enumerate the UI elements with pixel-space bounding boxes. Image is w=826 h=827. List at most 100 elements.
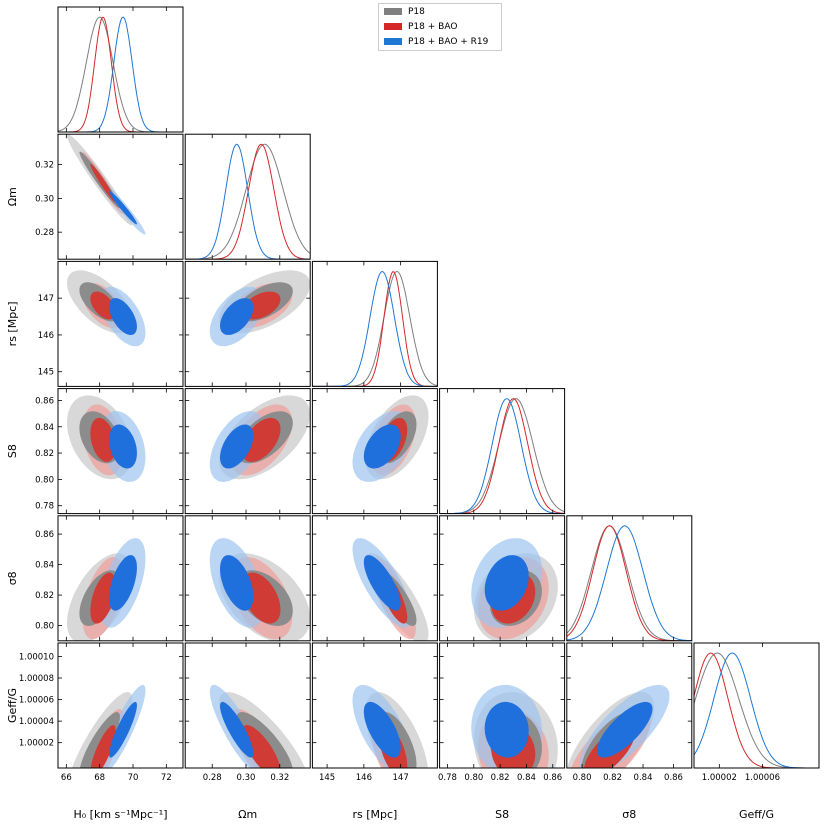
y-tick-label-geff: 1.00008 — [19, 674, 54, 684]
y-tick-label-geff: 1.00004 — [19, 717, 54, 727]
contour-inner-68-s8-h0-series-1 — [90, 417, 116, 462]
panel-rs-vs-om — [184, 260, 311, 387]
legend-item-p18-bao: P18 + BAO — [384, 21, 501, 34]
legend-swatch-p18-bao-r19 — [384, 38, 402, 45]
panel-contents — [209, 270, 311, 347]
marginal-curve-s8-series-2 — [439, 398, 565, 514]
panel-frame — [57, 388, 184, 515]
marginal-curve-om-series-2 — [185, 143, 311, 260]
panel-contents — [58, 16, 183, 132]
y-tick-label-rs: 145 — [38, 368, 54, 378]
x-tick-label-om: 0.28 — [203, 773, 222, 783]
panel-sigma8-vs-rs — [311, 515, 438, 642]
x-tick-label-s8: 0.84 — [517, 773, 536, 783]
panel-frame — [693, 642, 820, 769]
x-axis-label-h0: H₀ [km s⁻¹Mpc⁻¹] — [73, 808, 167, 821]
y-tick-label-geff: 1.00002 — [19, 739, 54, 749]
panel-contents — [209, 395, 311, 482]
x-tick-label-sigma8: 0.82 — [603, 773, 622, 783]
panel-contents — [67, 395, 146, 482]
legend: P18 P18 + BAO P18 + BAO + R19 — [378, 3, 502, 51]
x-tick-label-geff: 1.00006 — [745, 773, 780, 783]
x-tick-label-s8: 0.80 — [464, 773, 483, 783]
contour-inner-68-s8-rs-series-2 — [363, 424, 401, 469]
marginal-curve-s8-series-0 — [439, 398, 565, 514]
panel-frame — [566, 515, 693, 642]
contour-inner-68-s8-om-series-2 — [220, 424, 254, 469]
panel-geff-vs-s8 — [439, 642, 566, 769]
legend-label-p18-bao: P18 + BAO — [408, 22, 458, 32]
panel-contents — [209, 538, 311, 641]
panel-frame — [57, 133, 184, 260]
panel-contents — [471, 684, 558, 768]
panel-s8-vs-om — [184, 388, 311, 515]
panel-frame — [57, 642, 184, 769]
panel-om-vs-om — [184, 133, 311, 260]
x-tick-label-rs: 146 — [356, 773, 372, 783]
legend-item-p18-bao-r19: P18 + BAO + R19 — [384, 36, 501, 49]
y-axis-label-geff: Geff/G — [6, 688, 19, 723]
panel-contents — [471, 538, 558, 641]
panel-contents — [566, 525, 692, 641]
marginal-curve-rs-series-2 — [312, 270, 438, 387]
panel-sigma8-vs-s8 — [439, 515, 566, 642]
y-tick-label-s8: 0.86 — [35, 396, 54, 406]
contour-inner-68-rs-om-series-2 — [220, 298, 254, 335]
contour-inner-68-geff-om-series-2 — [220, 701, 254, 758]
panel-rs-vs-h0 — [57, 260, 184, 387]
panel-sigma8-vs-h0 — [57, 515, 184, 642]
x-axis-label-sigma8: σ8 — [622, 808, 636, 821]
marginal-curve-s8-series-1 — [439, 398, 565, 514]
y-tick-label-om: 0.32 — [35, 161, 54, 171]
x-tick-label-h0: 72 — [161, 773, 172, 783]
panel-contents — [352, 684, 428, 768]
panel-frame — [566, 642, 693, 769]
x-tick-label-h0: 66 — [61, 773, 72, 783]
marginal-curve-geff-series-0 — [694, 652, 819, 768]
y-tick-label-om: 0.30 — [35, 194, 54, 204]
panel-sigma8-vs-sigma8 — [566, 515, 693, 642]
panel-om-vs-h0 — [57, 133, 184, 260]
panel-geff-vs-sigma8 — [566, 642, 693, 769]
contour-inner-68-geff-om-series-1 — [242, 725, 281, 768]
panel-contents — [312, 270, 438, 387]
x-tick-label-s8: 0.78 — [438, 773, 457, 783]
x-tick-label-geff: 1.00002 — [702, 773, 737, 783]
panel-frame — [184, 642, 311, 769]
panel-contents — [67, 270, 146, 347]
panel-contents — [567, 684, 670, 768]
panel-frame — [184, 260, 311, 387]
x-tick-label-h0: 70 — [128, 773, 139, 783]
y-tick-label-sigma8: 0.82 — [35, 591, 54, 601]
contour-inner-68-rs-h0-series-2 — [109, 298, 137, 335]
panel-contents — [352, 395, 429, 482]
x-tick-label-s8: 0.82 — [491, 773, 510, 783]
y-tick-label-rs: 146 — [38, 331, 54, 341]
y-tick-label-geff: 1.00006 — [19, 696, 54, 706]
y-tick-label-om: 0.28 — [35, 228, 54, 238]
contour-inner-68-sigma8-om-series-2 — [220, 555, 254, 611]
panel-frame — [184, 133, 311, 260]
panel-frame — [311, 642, 438, 769]
contour-inner-68-sigma8-h0-series-1 — [90, 572, 116, 624]
contour-inner-68-geff-h0-series-1 — [90, 725, 116, 768]
panel-contents — [185, 143, 311, 260]
y-tick-label-s8: 0.82 — [35, 449, 54, 459]
panel-contents — [352, 538, 429, 641]
y-axis-label-sigma8: σ8 — [6, 571, 19, 585]
marginal-curve-geff-series-1 — [694, 652, 819, 768]
panel-frame — [439, 642, 566, 769]
legend-swatch-p18 — [384, 8, 402, 15]
panel-frame — [311, 515, 438, 642]
panel-geff-vs-om — [184, 642, 311, 769]
panel-geff-vs-geff — [693, 642, 820, 769]
panel-geff-vs-rs — [311, 642, 438, 769]
contour-inner-68-rs-h0-series-1 — [90, 291, 116, 320]
panel-s8-vs-s8 — [439, 388, 566, 515]
y-axis-label-rs: rs [Mpc] — [6, 301, 19, 346]
marginal-curve-sigma8-series-2 — [566, 525, 692, 641]
marginal-curve-rs-series-1 — [312, 270, 438, 387]
x-tick-label-h0: 68 — [94, 773, 105, 783]
contour-inner-68-sigma8-rs-series-2 — [363, 555, 401, 611]
